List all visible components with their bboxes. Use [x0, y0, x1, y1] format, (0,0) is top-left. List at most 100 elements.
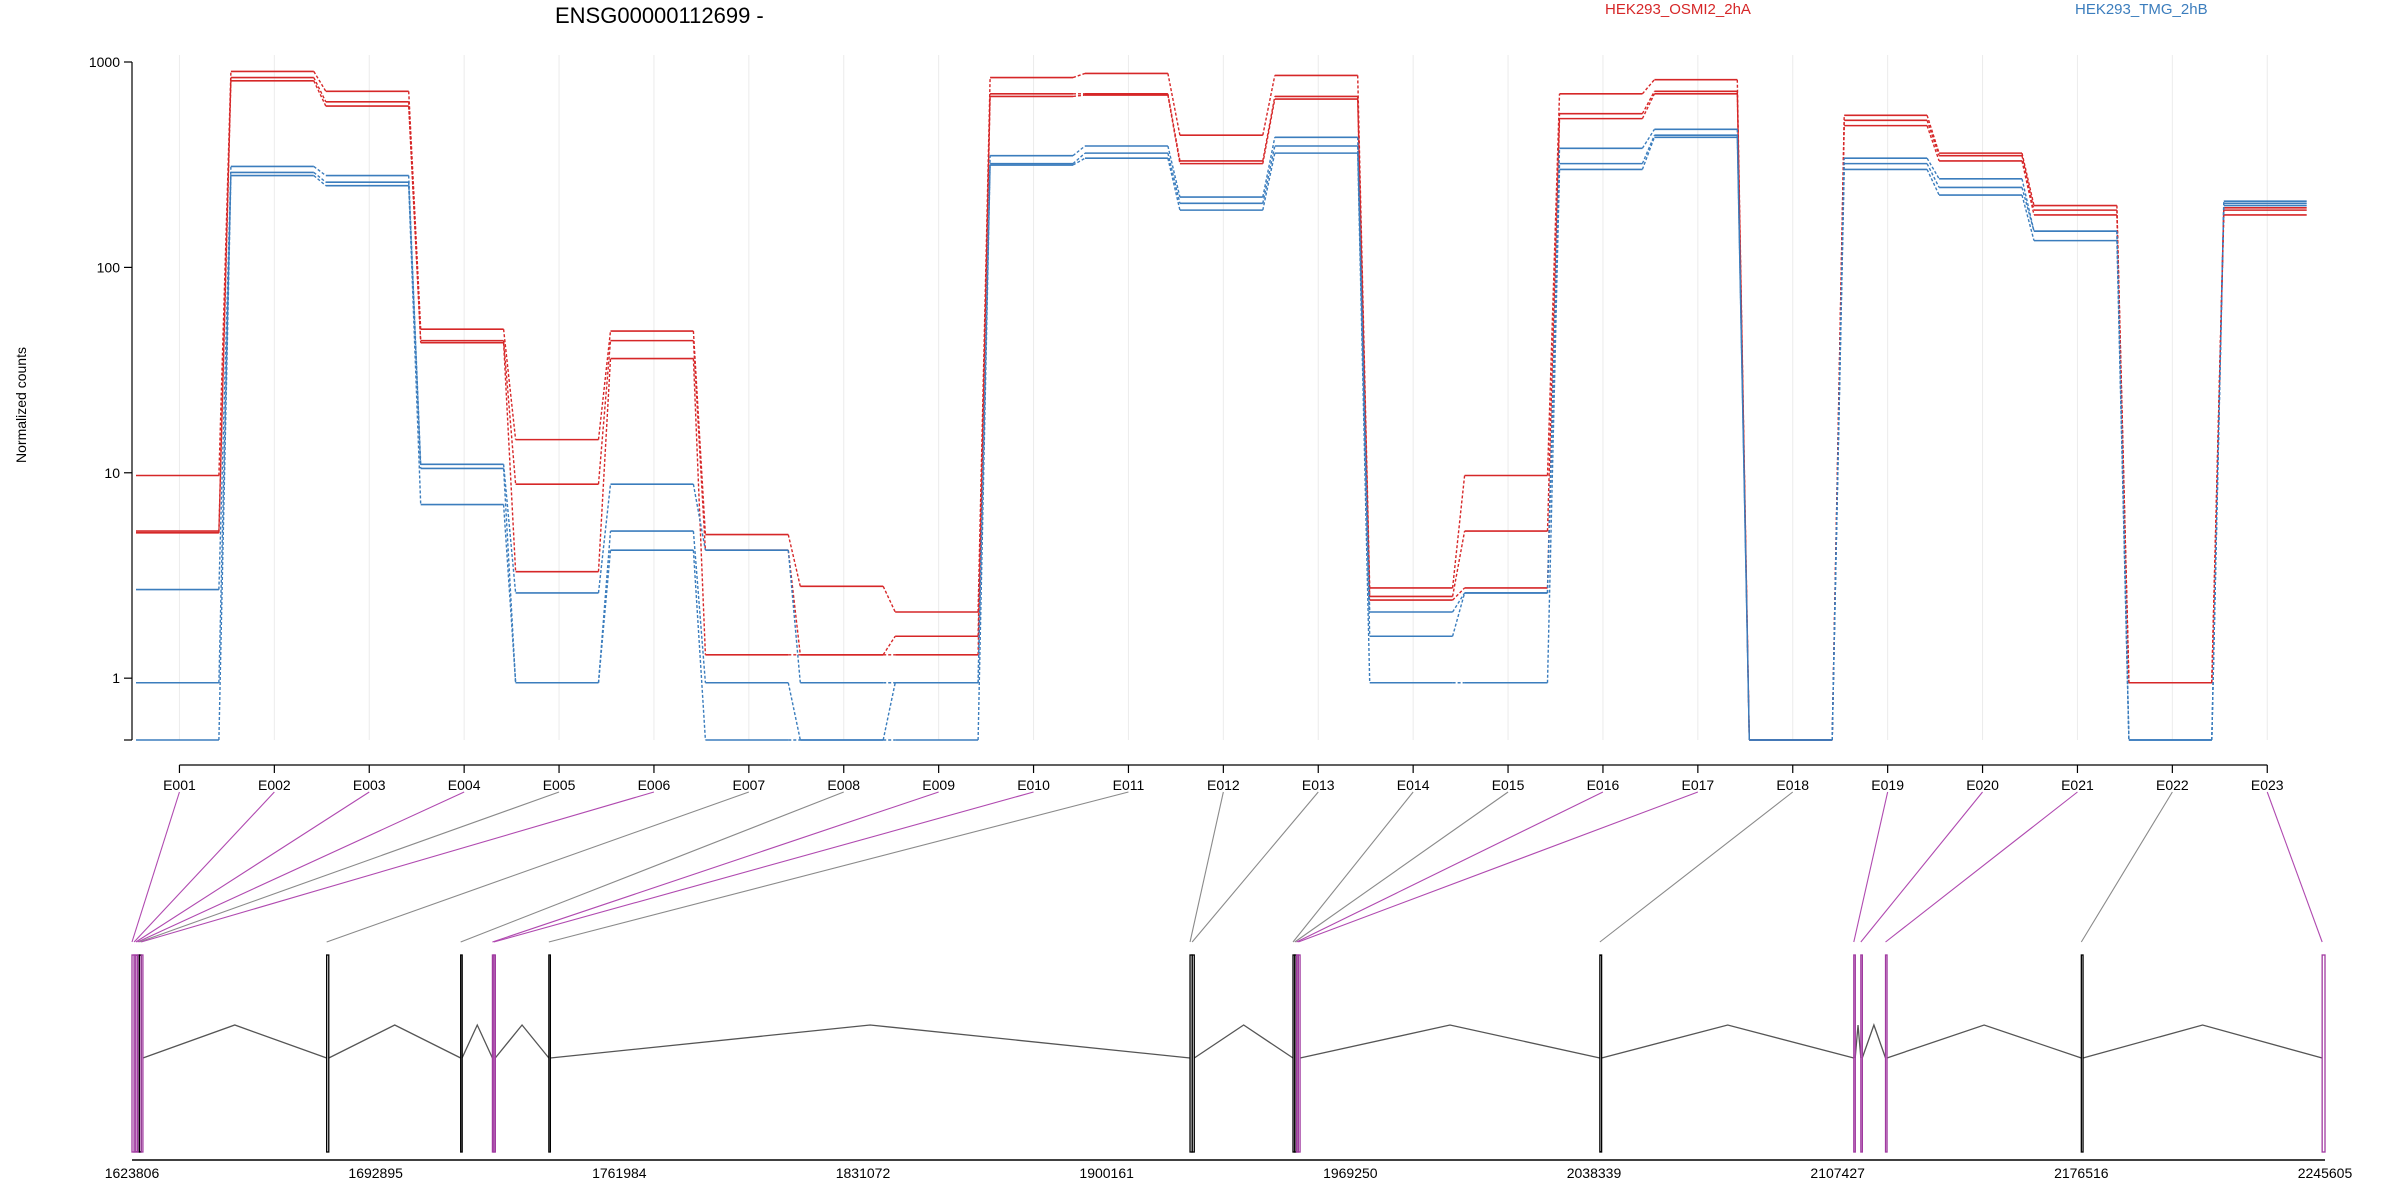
y-tick-label: 10 — [104, 465, 120, 481]
series-transition — [2021, 152, 2035, 206]
exon-block — [2080, 954, 2084, 1153]
series-transition — [502, 468, 517, 683]
series-transition — [1926, 157, 1940, 180]
series-transition — [408, 185, 422, 505]
series-transition — [977, 165, 991, 741]
series-transition — [1736, 137, 1750, 741]
x-tick-label: E013 — [1302, 777, 1335, 793]
series-transition — [2021, 194, 2035, 241]
series-transition — [882, 635, 896, 656]
series-transition — [787, 534, 801, 587]
genomic-tick-label: 1900161 — [1079, 1165, 1134, 1181]
series-transition — [692, 330, 707, 535]
exon-connector — [135, 791, 370, 943]
legend-entry-tmg: HEK293_TMG_2hB — [2075, 1, 2208, 18]
series-transition — [2116, 214, 2130, 683]
series-2 — [136, 76, 2307, 741]
series-transition — [2211, 207, 2225, 683]
x-tick-label: E009 — [922, 777, 955, 793]
series-transition — [1072, 157, 1086, 166]
series-transition — [1072, 94, 1086, 98]
series-transition — [787, 682, 801, 741]
x-tick-label: E003 — [353, 777, 386, 793]
intron-line — [142, 1024, 327, 1059]
series-transition — [1072, 145, 1086, 157]
series-transition — [502, 340, 517, 485]
genomic-tick-label: 1831072 — [836, 1165, 891, 1181]
exon-connector — [1885, 791, 2078, 943]
exon-connector — [1191, 791, 1319, 943]
exon-connector — [326, 791, 750, 943]
series-transition — [1926, 169, 1940, 196]
exon-block — [548, 954, 552, 1153]
intron-line — [494, 1023, 550, 1059]
chart-title: ENSG00000112699 - — [555, 3, 764, 28]
x-tick-label: E012 — [1207, 777, 1240, 793]
series-transition — [1452, 587, 1466, 601]
x-tick-label: E001 — [163, 777, 196, 793]
series-transition — [313, 77, 327, 103]
series-transition — [313, 71, 327, 92]
series-transition — [1546, 163, 1561, 593]
exon-connector — [2266, 791, 2323, 943]
exon-block — [460, 954, 463, 1153]
y-tick-label: 1 — [112, 670, 120, 686]
x-tick-label: E006 — [638, 777, 671, 793]
exon-connector — [1292, 791, 1414, 943]
exon-connector — [1853, 791, 1889, 943]
series-transition — [2021, 155, 2035, 211]
x-tick-label: E002 — [258, 777, 291, 793]
series-transition — [692, 358, 707, 655]
exon-connector — [1294, 791, 1509, 943]
x-tick-label: E019 — [1871, 777, 1904, 793]
counts-panel: 1 10 100 1000 E001 E002 E003 E004 E005 E006 E007 E0… — [89, 54, 2307, 793]
exon-connector — [137, 791, 465, 943]
x-tick-label: E008 — [827, 777, 860, 793]
intron-line — [1861, 1023, 1887, 1059]
series-transition — [218, 175, 232, 741]
series-transition — [1167, 152, 1181, 204]
genomic-tick-label: 1761984 — [592, 1165, 647, 1181]
series-transition — [1072, 152, 1086, 165]
series-transition — [1262, 152, 1276, 211]
series-transition — [1167, 94, 1181, 164]
exon-connector — [1599, 791, 1794, 943]
series-transition — [1831, 169, 1845, 741]
exon-connector — [548, 791, 1129, 943]
genomic-tick-label: 1969250 — [1323, 1165, 1378, 1181]
series-transition — [1357, 145, 1371, 637]
intron-line — [550, 1024, 1191, 1059]
series-transition — [1262, 137, 1276, 198]
genomic-tick-label: 2176516 — [2054, 1165, 2109, 1181]
exon-connector — [131, 791, 180, 943]
exon-connector — [460, 791, 844, 943]
series-transition — [692, 484, 707, 551]
intron-line — [1601, 1024, 1854, 1059]
series-transition — [2211, 205, 2225, 741]
exon-connector — [133, 791, 275, 943]
x-tick-label: E018 — [1776, 777, 1809, 793]
exon-block — [1297, 954, 1301, 1153]
genomic-tick-label: 1692895 — [348, 1165, 403, 1181]
series-transition — [597, 330, 612, 440]
series-transition — [787, 550, 801, 683]
series-transition — [1167, 73, 1181, 136]
y-tick-label: 1000 — [89, 54, 120, 70]
series-transition — [1167, 145, 1181, 198]
exon-connector — [492, 791, 939, 943]
exon-block — [326, 954, 330, 1153]
intron-line — [1886, 1024, 2082, 1059]
genomic-tick-label: 1623806 — [105, 1165, 160, 1181]
series-transition — [1641, 137, 1656, 170]
legend-entry-osmi2: HEK293_OSMI2_2hA — [1605, 1, 1751, 18]
exon-connector — [1298, 791, 1699, 943]
series-transition — [1451, 592, 1466, 637]
series-transition — [502, 464, 517, 594]
x-tick-label: E011 — [1113, 777, 1145, 793]
exon-block — [1884, 954, 1888, 1153]
series-transition — [1072, 72, 1086, 79]
x-tick-label: E007 — [732, 777, 765, 793]
exon-connector — [1189, 791, 1224, 943]
x-tick-label: E016 — [1587, 777, 1620, 793]
